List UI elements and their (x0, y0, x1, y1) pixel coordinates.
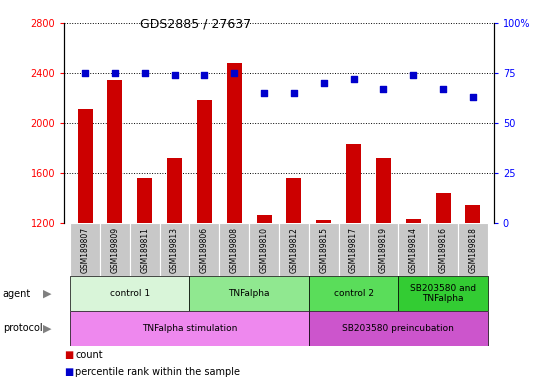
Bar (309, 223, 339, 276)
Point (439, 86, 448, 92)
Bar (190, 223, 219, 276)
Bar (406, 219, 421, 223)
Bar (339, 223, 368, 276)
Bar (286, 178, 301, 223)
Point (110, 70, 119, 76)
Bar (428, 223, 458, 276)
Point (259, 90, 268, 96)
Bar (130, 223, 160, 276)
Text: SB203580 and
TNFalpha: SB203580 and TNFalpha (410, 284, 476, 303)
Bar (465, 205, 480, 223)
Text: GSM189816: GSM189816 (439, 227, 448, 273)
Text: count: count (75, 350, 103, 360)
Text: control 2: control 2 (334, 289, 374, 298)
Bar (78, 109, 93, 223)
Text: GSM189813: GSM189813 (170, 227, 179, 273)
Text: percentile rank within the sample: percentile rank within the sample (75, 367, 240, 377)
Text: agent: agent (3, 289, 31, 299)
Text: GSM189811: GSM189811 (140, 227, 149, 273)
Point (379, 86, 388, 92)
Bar (249, 223, 279, 276)
Bar (190, 276, 309, 311)
Text: ■: ■ (64, 350, 74, 360)
Point (170, 72, 179, 78)
Bar (316, 220, 331, 223)
Point (80, 70, 89, 76)
Bar (167, 158, 182, 223)
Text: ▶: ▶ (43, 323, 52, 333)
Bar (70, 223, 100, 276)
Text: protocol: protocol (3, 323, 42, 333)
Point (200, 72, 209, 78)
Bar (398, 276, 488, 311)
Text: TNFalpha: TNFalpha (228, 289, 270, 298)
Bar (398, 223, 428, 276)
Text: GDS2885 / 27637: GDS2885 / 27637 (140, 17, 251, 30)
Text: GSM189814: GSM189814 (409, 227, 418, 273)
Text: ▶: ▶ (43, 289, 52, 299)
Bar (160, 223, 190, 276)
Text: GSM189809: GSM189809 (110, 227, 119, 273)
Bar (309, 276, 398, 311)
Point (140, 70, 149, 76)
Text: GSM189808: GSM189808 (230, 227, 239, 273)
Bar (368, 223, 398, 276)
Point (349, 76, 358, 82)
Bar (137, 178, 152, 223)
Bar (279, 223, 309, 276)
Text: ■: ■ (64, 367, 74, 377)
Bar (219, 223, 249, 276)
Text: TNFalpha stimulation: TNFalpha stimulation (142, 324, 237, 333)
Text: GSM189812: GSM189812 (290, 227, 299, 273)
Bar (70, 311, 309, 346)
Bar (197, 101, 212, 223)
Point (469, 94, 478, 100)
Bar (436, 193, 450, 223)
Bar (108, 81, 122, 223)
Bar (458, 223, 488, 276)
Text: GSM189807: GSM189807 (80, 227, 89, 273)
Text: GSM189815: GSM189815 (319, 227, 328, 273)
Bar (376, 158, 391, 223)
Text: GSM189817: GSM189817 (349, 227, 358, 273)
Bar (346, 144, 361, 223)
Text: SB203580 preincubation: SB203580 preincubation (343, 324, 454, 333)
Text: GSM189810: GSM189810 (259, 227, 268, 273)
Text: control 1: control 1 (110, 289, 150, 298)
Text: GSM189819: GSM189819 (379, 227, 388, 273)
Bar (309, 311, 488, 346)
Point (319, 80, 328, 86)
Bar (227, 63, 242, 223)
Bar (257, 215, 272, 223)
Text: GSM189818: GSM189818 (469, 227, 478, 273)
Text: GSM189806: GSM189806 (200, 227, 209, 273)
Point (230, 70, 239, 76)
Point (409, 72, 418, 78)
Bar (100, 223, 130, 276)
Point (290, 90, 299, 96)
Bar (70, 276, 190, 311)
